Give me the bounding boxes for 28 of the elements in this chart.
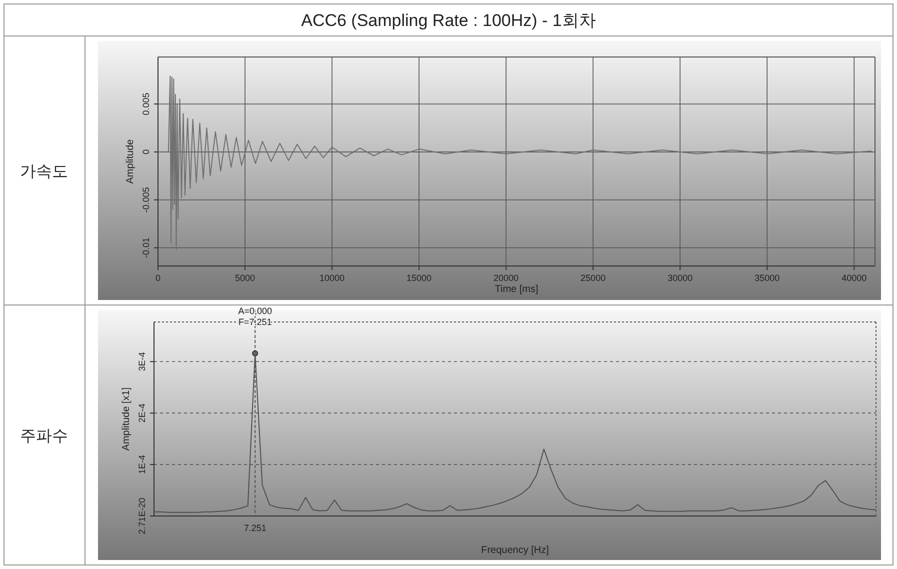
x-tick-label: 35000 (754, 273, 780, 283)
text: A=0,000 (238, 306, 272, 316)
x-tick-label: 40000 (842, 273, 867, 283)
x-tick-label: 10000 (320, 273, 345, 283)
y-tick-label: -0.01 (141, 238, 151, 258)
x-tick-label: 20000 (494, 273, 519, 283)
line-series (158, 76, 872, 250)
x-tick-label: 25000 (580, 273, 606, 283)
y-tick-label: 0 (141, 149, 151, 154)
text: 7.251 (244, 523, 266, 533)
text: 주파수 (20, 428, 68, 445)
x-axis-title: Frequency [Hz] (481, 545, 550, 556)
y-axis-title: Amplitude [x1] (121, 387, 132, 451)
chart-title: ACC6 (Sampling Rate : 100Hz) - 1회차 (301, 11, 596, 30)
y-tick-label: 3E-4 (137, 352, 147, 372)
y-tick-label: -0.005 (141, 187, 151, 213)
text: 가속도 (20, 164, 68, 180)
y-tick-label: 2.71E-20 (137, 498, 147, 534)
y-axis-title: Amplitude (125, 138, 136, 184)
x-tick-label: 15000 (406, 273, 432, 283)
x-axis-title: Time [ms] (494, 284, 538, 295)
y-tick-label: 2E-4 (137, 404, 147, 423)
y-tick-label: 0.005 (141, 92, 151, 116)
x-tick-label: 0 (155, 273, 161, 283)
y-tick-label: 1E-4 (137, 455, 147, 474)
annotation: F=7.251 (238, 317, 272, 327)
x-tick-label: 5000 (235, 273, 256, 283)
x-tick-label: 30000 (668, 273, 693, 283)
